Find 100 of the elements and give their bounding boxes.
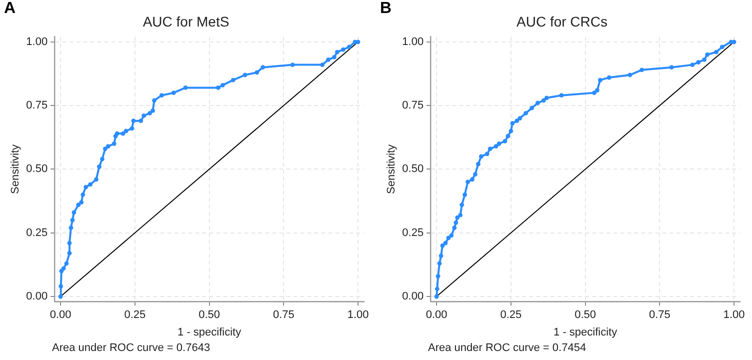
point bbox=[544, 96, 549, 100]
y-axis-title: Sensitivity bbox=[386, 144, 398, 194]
point bbox=[510, 121, 515, 126]
point bbox=[720, 44, 724, 50]
point bbox=[216, 86, 220, 90]
point bbox=[112, 142, 116, 146]
point bbox=[690, 62, 695, 68]
text: Area under ROC curve = 0.7643 bbox=[52, 342, 210, 354]
point bbox=[346, 44, 352, 50]
point bbox=[714, 50, 718, 54]
chart-title: AUC for MetS bbox=[142, 13, 230, 30]
point bbox=[68, 226, 74, 230]
point bbox=[332, 54, 336, 60]
point bbox=[160, 93, 164, 98]
point bbox=[152, 98, 156, 103]
point bbox=[598, 78, 602, 82]
point bbox=[434, 294, 439, 299]
point bbox=[335, 50, 340, 54]
point bbox=[541, 98, 546, 103]
point bbox=[502, 138, 508, 144]
point bbox=[669, 65, 674, 70]
point bbox=[67, 240, 72, 246]
point bbox=[102, 146, 108, 152]
point bbox=[434, 286, 440, 292]
x-tick-label: 0.00 bbox=[426, 309, 448, 322]
x-tick-label: 1.00 bbox=[347, 309, 369, 322]
text: A bbox=[4, 0, 16, 18]
point bbox=[640, 68, 644, 72]
point bbox=[628, 72, 632, 78]
point bbox=[606, 75, 612, 80]
point bbox=[452, 226, 457, 230]
point bbox=[530, 106, 534, 110]
point bbox=[476, 162, 480, 166]
point bbox=[488, 146, 492, 152]
point bbox=[58, 284, 64, 289]
y-tick-label: 1.00 bbox=[26, 36, 48, 48]
point bbox=[320, 62, 325, 68]
y-tick-label: 0.00 bbox=[402, 290, 424, 303]
point bbox=[455, 215, 460, 220]
x-tick-label: 0.75 bbox=[272, 309, 294, 322]
y-tick-label: 1.00 bbox=[402, 36, 424, 48]
point bbox=[76, 202, 81, 208]
point bbox=[436, 274, 440, 278]
point bbox=[514, 118, 520, 124]
point bbox=[494, 144, 498, 148]
point bbox=[524, 110, 528, 116]
y-tick-label: 0.00 bbox=[26, 290, 48, 303]
y-axis-title: Sensitivity bbox=[10, 144, 22, 194]
point bbox=[67, 251, 72, 256]
point bbox=[79, 200, 84, 204]
point bbox=[142, 114, 146, 118]
point bbox=[94, 177, 98, 182]
y-tick-label: 0.50 bbox=[26, 163, 48, 176]
point bbox=[496, 142, 502, 146]
point bbox=[58, 294, 63, 299]
point bbox=[473, 172, 478, 176]
point bbox=[449, 233, 454, 238]
point bbox=[506, 134, 510, 138]
point bbox=[220, 82, 225, 88]
y-tick-label: 0.75 bbox=[26, 100, 48, 112]
text: Area under ROC curve = 0.7454 bbox=[428, 342, 586, 354]
x-axis-title: 1 - specificity bbox=[554, 326, 618, 338]
x-tick-label: 0.50 bbox=[198, 309, 220, 322]
point bbox=[290, 62, 295, 68]
point bbox=[458, 212, 463, 218]
x-tick-label: 0.00 bbox=[50, 309, 72, 322]
point bbox=[508, 128, 514, 134]
x-axis-title: 1 - specificity bbox=[178, 326, 242, 338]
point bbox=[470, 177, 474, 182]
point bbox=[443, 240, 448, 246]
point bbox=[705, 52, 710, 57]
point bbox=[466, 180, 470, 184]
x-tick-label: 0.25 bbox=[124, 309, 146, 322]
point bbox=[518, 116, 522, 120]
point bbox=[72, 210, 76, 215]
point bbox=[242, 72, 248, 78]
point bbox=[100, 156, 104, 162]
point bbox=[536, 100, 540, 106]
point bbox=[478, 154, 484, 159]
point bbox=[340, 47, 346, 52]
point bbox=[230, 78, 236, 82]
text: B bbox=[380, 0, 392, 18]
point bbox=[70, 218, 75, 222]
y-tick-label: 0.25 bbox=[402, 226, 424, 239]
point bbox=[437, 261, 442, 266]
point bbox=[61, 266, 66, 271]
point bbox=[138, 118, 144, 124]
point bbox=[454, 220, 458, 225]
point bbox=[88, 182, 93, 187]
point bbox=[559, 93, 564, 98]
x-tick-label: 0.50 bbox=[574, 309, 596, 322]
point bbox=[131, 118, 136, 124]
point bbox=[484, 152, 490, 156]
point bbox=[148, 110, 152, 116]
point bbox=[171, 90, 176, 96]
point bbox=[183, 86, 188, 90]
point bbox=[702, 58, 706, 62]
point bbox=[106, 144, 110, 148]
point bbox=[592, 90, 596, 96]
point bbox=[80, 192, 86, 197]
